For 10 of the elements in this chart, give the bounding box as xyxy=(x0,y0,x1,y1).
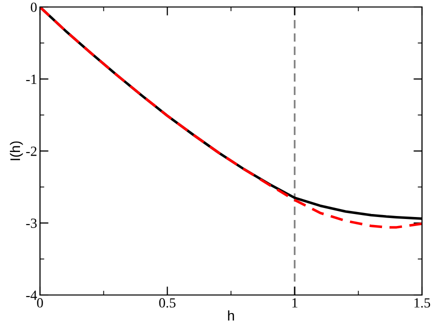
y-tick-label: -4 xyxy=(26,290,38,300)
x-tick-label: 0.5 xyxy=(159,298,176,308)
x-axis-title: h xyxy=(228,310,234,320)
y-tick-label: 0 xyxy=(30,2,37,12)
x-tick-label: 1.5 xyxy=(414,298,430,308)
y-tick-label: -3 xyxy=(26,218,37,228)
x-tick-label: 1 xyxy=(292,298,298,308)
y-axis-title: I(h) xyxy=(10,141,23,160)
y-tick-label: -2 xyxy=(26,146,36,156)
y-tick-label: -1 xyxy=(26,74,36,84)
